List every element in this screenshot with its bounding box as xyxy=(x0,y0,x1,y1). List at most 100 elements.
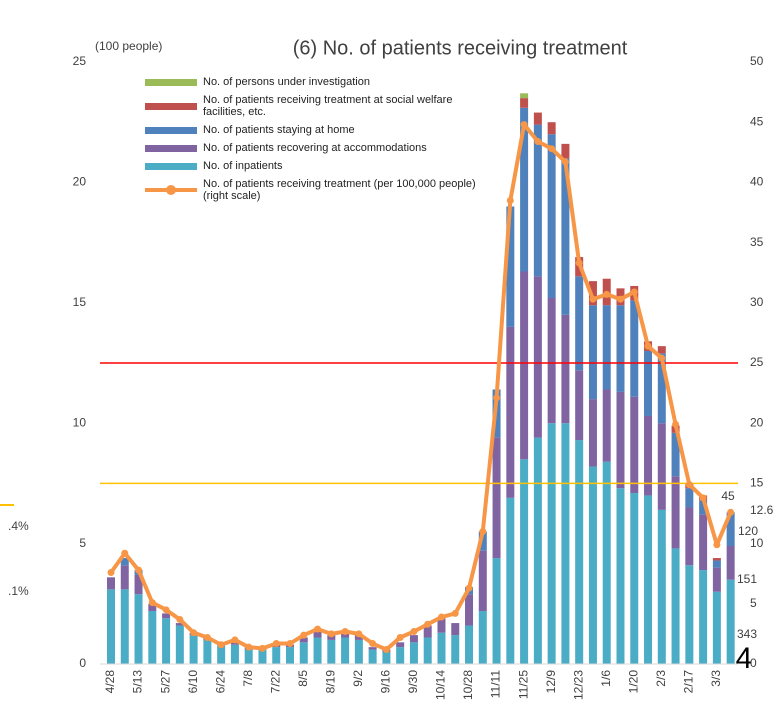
annotation: .1% xyxy=(8,584,29,598)
bar-segment xyxy=(258,649,267,664)
legend-swatch xyxy=(145,144,197,152)
line-marker xyxy=(658,354,666,362)
line-marker xyxy=(727,508,735,516)
line-marker xyxy=(479,528,487,536)
line-marker xyxy=(410,627,418,635)
bar-segment xyxy=(520,93,529,99)
bar-segment xyxy=(148,603,157,612)
bar-segment xyxy=(726,546,735,580)
x-tick-label: 5/27 xyxy=(158,670,172,694)
x-tick-label: 11/25 xyxy=(516,670,530,699)
line-marker xyxy=(493,394,501,402)
line-marker xyxy=(506,196,514,204)
line-marker xyxy=(245,643,253,651)
line-marker xyxy=(355,630,363,638)
bar-segment xyxy=(699,570,708,664)
bar-segment xyxy=(726,579,735,664)
bar-segment xyxy=(465,594,474,626)
legend-label: No. of persons under investigation xyxy=(203,76,370,88)
x-tick-label: 11/11 xyxy=(489,670,503,699)
legend-item: No. of patients recovering at accommodat… xyxy=(145,142,495,154)
line-marker xyxy=(685,481,693,489)
bar-segment xyxy=(602,461,611,664)
bar-segment xyxy=(465,625,474,664)
bar-segment xyxy=(492,437,501,559)
legend-marker xyxy=(166,185,176,195)
bar-segment xyxy=(506,497,515,664)
line-marker xyxy=(176,615,184,623)
bar-segment xyxy=(533,124,542,277)
line-marker xyxy=(575,259,583,267)
bar-segment xyxy=(203,639,212,664)
x-tick-label: 12/23 xyxy=(571,670,585,700)
line-marker xyxy=(272,640,280,648)
bar-segment xyxy=(657,509,666,664)
bar-segment xyxy=(313,630,322,638)
bar-segment xyxy=(451,635,460,664)
y-unit-label: (100 people) xyxy=(95,39,162,53)
bar-segment xyxy=(520,98,529,108)
line-marker xyxy=(672,420,680,428)
line-marker xyxy=(162,606,170,614)
line-marker xyxy=(561,158,569,166)
bar-segment xyxy=(644,495,653,664)
line-marker xyxy=(327,630,335,638)
legend-item: No. of persons under investigation xyxy=(145,76,495,88)
bar-segment xyxy=(699,500,708,515)
bar-segment xyxy=(396,647,405,664)
line-marker xyxy=(616,295,624,303)
bar-segment xyxy=(588,281,597,306)
chart-title: (6) No. of patients receiving treatment xyxy=(293,37,628,59)
line-marker xyxy=(520,121,528,129)
legend-swatch xyxy=(145,185,197,195)
bar-segment xyxy=(120,589,129,664)
y2-tick-label: 50 xyxy=(750,54,764,68)
x-tick-label: 9/2 xyxy=(351,670,365,687)
bar-segment xyxy=(657,346,666,354)
bar-segment xyxy=(644,350,653,416)
x-tick-label: 2/3 xyxy=(654,670,668,687)
y2-tick-label: 30 xyxy=(750,295,764,309)
x-tick-label: 7/8 xyxy=(241,670,255,687)
bar-segment xyxy=(354,639,363,664)
bar-segment xyxy=(189,635,198,664)
bar-segment xyxy=(671,432,680,477)
y2-tick-label: 5 xyxy=(750,596,757,610)
line xyxy=(109,122,733,652)
bar-segment xyxy=(547,297,556,424)
legend-label: No. of patients recovering at accommodat… xyxy=(203,142,427,154)
y-tick-label: 0 xyxy=(79,656,86,670)
line-marker xyxy=(589,295,597,303)
legend-item: No. of patients staying at home xyxy=(145,124,495,136)
bar-segment xyxy=(712,591,721,664)
y2-tick-label: 15 xyxy=(750,476,764,490)
bar-segment xyxy=(685,507,694,566)
legend-item: No. of inpatients xyxy=(145,160,495,172)
bar-segment xyxy=(299,637,308,643)
y-tick-label: 10 xyxy=(73,415,87,429)
x-tick-label: 10/14 xyxy=(434,670,448,700)
bar-segment xyxy=(175,625,184,664)
bar-segment xyxy=(712,558,721,561)
x-tick-label: 9/16 xyxy=(379,670,393,694)
bar-segment xyxy=(657,353,666,424)
bar-segment xyxy=(630,396,639,494)
bar-segment xyxy=(561,423,570,664)
bar-segment xyxy=(671,476,680,549)
line-marker xyxy=(644,342,652,350)
x-tick-label: 1/6 xyxy=(599,670,613,687)
y-tick-label: 20 xyxy=(73,175,87,189)
bar-segment xyxy=(575,440,584,664)
bar-segment xyxy=(409,635,418,643)
bar-segment xyxy=(327,639,336,664)
bar-segment xyxy=(396,642,405,648)
bar-segment xyxy=(616,488,625,664)
bar-segment xyxy=(561,158,570,315)
y2-tick-label: 45 xyxy=(750,114,764,128)
y-tick-label: 5 xyxy=(79,536,86,550)
bar-segment xyxy=(120,565,129,590)
bar-segment xyxy=(547,423,556,664)
bars xyxy=(107,93,735,664)
legend: No. of persons under investigation No. of… xyxy=(145,76,505,208)
